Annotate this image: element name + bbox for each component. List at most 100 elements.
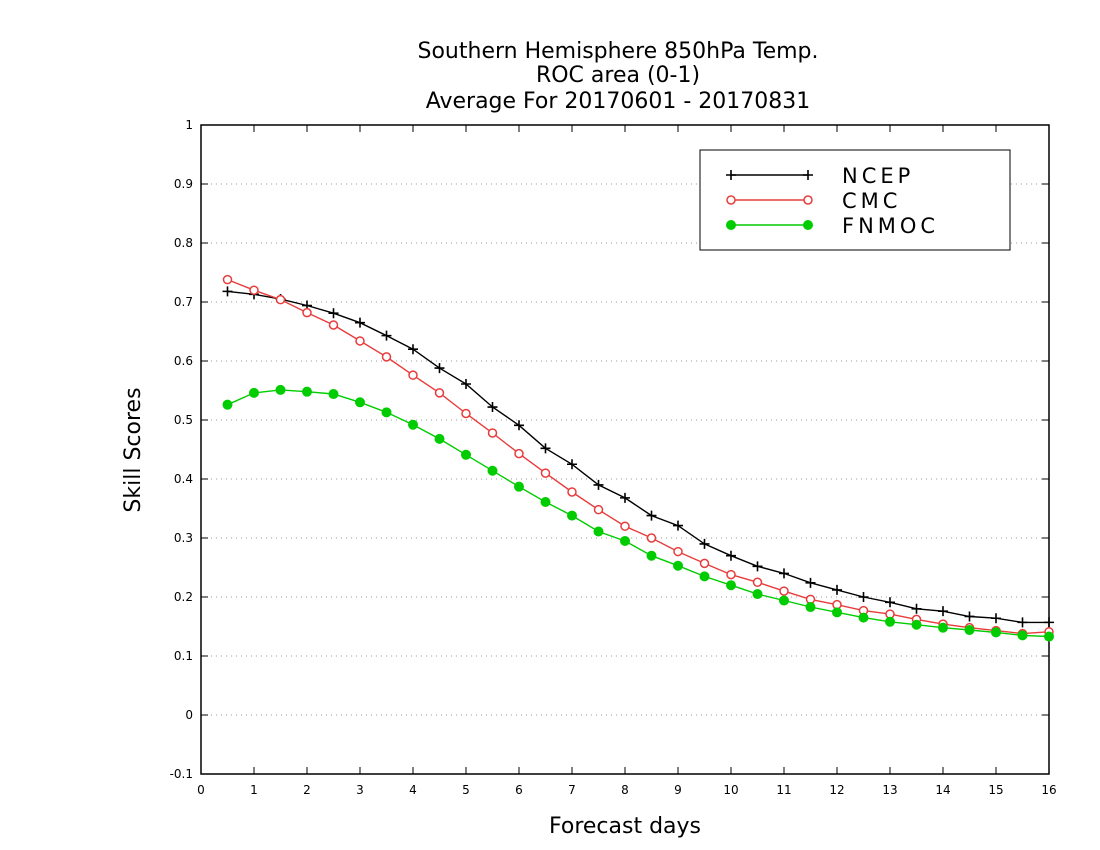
data-point-cmc (461, 408, 471, 419)
data-point-cmc (752, 577, 763, 587)
data-point-ncep (858, 592, 869, 602)
data-point-fnmoc (938, 622, 948, 633)
x-tick-label: 0 (197, 783, 205, 797)
x-tick-label: 2 (303, 783, 311, 797)
data-point-fnmoc (381, 407, 392, 418)
legend-marker (726, 195, 736, 205)
y-tick-label: 0.4 (174, 472, 193, 486)
data-point-ncep (461, 379, 471, 390)
data-point-ncep (1044, 617, 1054, 628)
data-point-fnmoc (567, 510, 577, 521)
data-point-fnmoc (779, 595, 789, 606)
data-point-cmc (434, 388, 445, 398)
chart-title: Southern Hemisphere 850hPa Temp. ROC are… (418, 39, 819, 114)
data-point-fnmoc (726, 580, 736, 591)
data-point-fnmoc (328, 389, 339, 400)
data-point-ncep (726, 550, 736, 561)
data-point-cmc (726, 569, 736, 580)
data-point-fnmoc (620, 535, 630, 546)
y-tick-label: 0.6 (174, 354, 193, 368)
y-tick-label: -0.1 (170, 767, 193, 781)
legend-marker (803, 220, 813, 230)
data-point-cmc (222, 274, 233, 285)
data-point-cmc (699, 558, 710, 569)
legend-marker (803, 195, 813, 205)
data-point-fnmoc (408, 419, 418, 430)
y-tick-label: 0.2 (174, 590, 193, 604)
data-point-cmc (540, 468, 551, 478)
y-tick-label: 0.7 (174, 295, 193, 309)
x-tick-label: 15 (988, 783, 1003, 797)
data-point-cmc (275, 294, 286, 305)
data-point-fnmoc (805, 602, 816, 613)
legend-label-fnmoc: FNMOC (842, 214, 939, 238)
data-point-fnmoc (593, 526, 604, 537)
y-tick-label: 0.3 (174, 531, 193, 545)
data-point-fnmoc (434, 433, 445, 444)
data-point-ncep (593, 479, 604, 490)
data-point-fnmoc (355, 397, 365, 408)
data-point-ncep (699, 538, 710, 549)
gridlines (201, 183, 1049, 716)
data-point-ncep (752, 561, 763, 572)
y-tick-label: 0 (185, 708, 193, 722)
legend-entry-cmc: CMC (726, 189, 901, 213)
data-point-cmc (487, 428, 498, 438)
legend-entry-ncep: NCEP (726, 164, 910, 188)
data-point-ncep (620, 492, 630, 503)
data-point-cmc (355, 336, 365, 346)
data-point-cmc (302, 307, 312, 318)
data-point-fnmoc (249, 387, 259, 398)
data-point-fnmoc (222, 399, 233, 410)
x-tick-label: 7 (568, 783, 576, 797)
chart-title-line-1: Southern Hemisphere 850hPa Temp. (418, 39, 819, 64)
data-point-fnmoc (673, 560, 683, 571)
x-tick-label: 11 (776, 783, 791, 797)
y-tick-label: 0.9 (174, 177, 193, 191)
series-line-cmc (227, 278, 1050, 635)
data-point-ncep (1017, 617, 1028, 628)
x-tick-label: 16 (1041, 783, 1056, 797)
data-point-fnmoc (646, 550, 657, 561)
x-tick-label: 10 (723, 783, 738, 797)
data-point-fnmoc (302, 386, 312, 397)
data-point-cmc (514, 448, 524, 459)
data-point-fnmoc (991, 627, 1001, 638)
data-point-cmc (381, 352, 392, 362)
y-tick-label: 0.5 (174, 413, 193, 427)
data-point-ncep (779, 568, 789, 579)
data-point-fnmoc (275, 384, 286, 395)
x-tick-label: 14 (935, 783, 950, 797)
data-point-ncep (885, 597, 895, 608)
x-tick-label: 8 (621, 783, 629, 797)
legend-marker (803, 170, 813, 180)
y-tick-label: 1 (185, 118, 193, 132)
series-cmc (222, 274, 1054, 639)
x-axis-label: Forecast days (549, 814, 701, 839)
x-tick-label: 5 (462, 783, 470, 797)
data-point-cmc (646, 533, 657, 543)
data-point-ncep (567, 459, 577, 470)
x-tick-label: 13 (882, 783, 897, 797)
data-point-fnmoc (514, 481, 524, 492)
data-point-fnmoc (487, 465, 498, 476)
data-point-ncep (222, 286, 233, 297)
legend-label-cmc: CMC (842, 189, 901, 213)
data-point-ncep (832, 584, 842, 595)
data-point-fnmoc (832, 607, 842, 618)
data-point-fnmoc (858, 612, 869, 623)
data-point-fnmoc (1017, 630, 1028, 641)
data-point-fnmoc (911, 619, 922, 630)
data-point-ncep (805, 577, 816, 588)
data-point-ncep (938, 606, 948, 617)
x-tick-label: 4 (409, 783, 417, 797)
data-point-ncep (434, 363, 445, 374)
data-point-fnmoc (461, 449, 471, 460)
x-tick-label: 1 (250, 783, 258, 797)
data-point-ncep (673, 520, 683, 531)
data-point-fnmoc (1044, 631, 1054, 642)
data-point-ncep (487, 402, 498, 413)
data-point-cmc (249, 285, 259, 295)
